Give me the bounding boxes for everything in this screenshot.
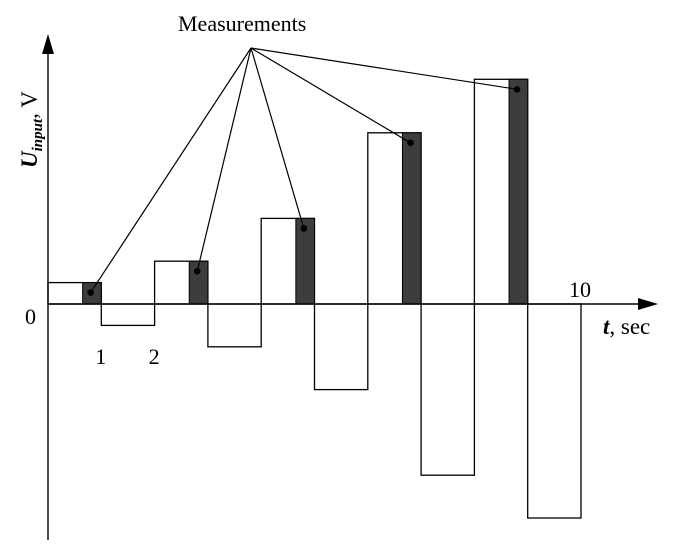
measurement-leader-lines <box>90 47 518 293</box>
leader-line-5 <box>250 47 518 90</box>
measurement-points <box>87 86 521 296</box>
y-axis-label-unit: , V <box>17 91 42 119</box>
x-axis-label-unit: , sec <box>609 314 650 339</box>
measurement-point-1 <box>87 289 94 296</box>
tick-label-2: 2 <box>149 344 160 369</box>
x-axis-label-var: t <box>603 314 610 339</box>
measurement-bars <box>82 78 529 305</box>
tick-label-10: 10 <box>569 277 591 302</box>
measurement-point-3 <box>300 225 308 232</box>
x-axis-arrow <box>638 298 658 310</box>
measurements-label: Measurements <box>178 11 306 36</box>
tick-labels: 1 2 10 <box>95 277 591 369</box>
y-axis-arrow <box>42 34 54 54</box>
x-axis-label: t, sec <box>603 314 650 339</box>
measurement-point-4 <box>407 139 414 147</box>
measurement-point-5 <box>513 86 521 93</box>
signal-segment-6 <box>313 303 369 391</box>
measurement-bar-5 <box>508 78 529 305</box>
y-axis-label-main: U <box>17 150 42 168</box>
signal-segment-4 <box>207 303 262 348</box>
origin-label: 0 <box>25 304 36 329</box>
leader-line-2 <box>196 47 252 272</box>
y-axis-label-sub: input <box>30 118 46 151</box>
signal-segment-8 <box>420 303 476 476</box>
y-axis-label: Uinput, V <box>17 91 46 168</box>
svg-text:Uinput, V: Uinput, V <box>17 91 46 168</box>
leader-line-3 <box>250 47 305 229</box>
leader-line-4 <box>250 47 411 144</box>
leader-line-1 <box>90 47 252 293</box>
signal-segment-10 <box>527 303 582 519</box>
signal-segment-2 <box>100 303 156 327</box>
tick-label-1: 1 <box>95 344 106 369</box>
measurement-point-2 <box>193 267 201 275</box>
measurement-bar-4 <box>401 132 422 305</box>
